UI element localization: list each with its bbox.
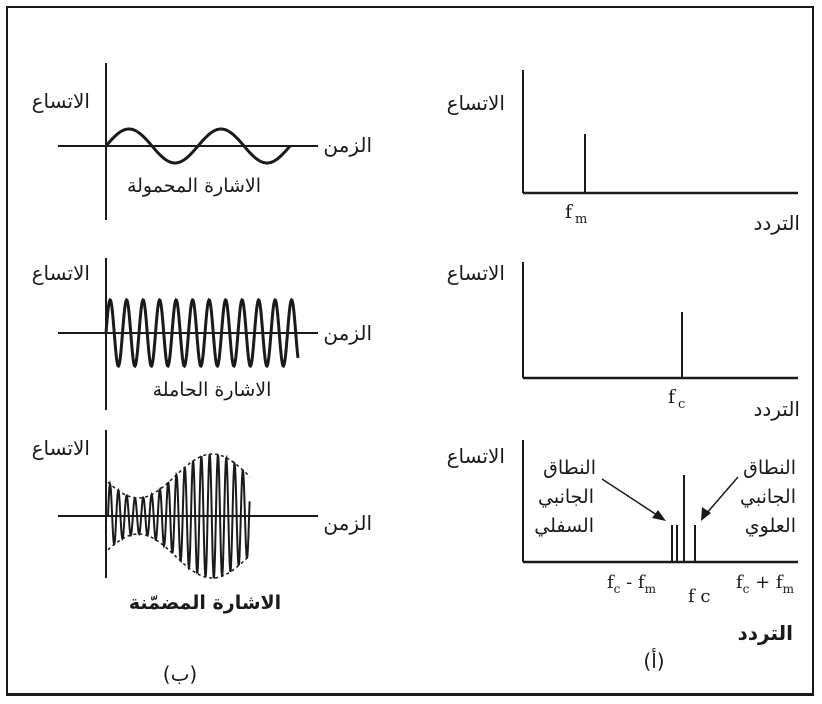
frequency-label: التردد: [753, 211, 800, 235]
amplitude-label: الاتساع: [447, 261, 505, 285]
modulating-signal-caption: الاشارة المحمولة: [127, 175, 261, 197]
lower-envelope: [107, 533, 251, 579]
panel-label-b: (ب): [163, 662, 197, 686]
lower-sideband-label-1: النطاق: [543, 457, 596, 479]
fc-minus-fm-label: fc - fm: [607, 572, 657, 596]
lower-sideband-label-2: الجانبي: [538, 486, 594, 508]
time-label: الزمن: [323, 133, 372, 157]
frequency-label: التردد: [753, 397, 800, 421]
frequency-label: التردد: [738, 621, 794, 645]
modulated-signal-caption: الاشارة المضمّنة: [129, 592, 281, 614]
amplitude-label: الاتساع: [447, 444, 505, 468]
upper-sideband-label-2: الجانبي: [740, 486, 796, 508]
figure-frame: [6, 6, 814, 696]
upper-sideband-label-1: النطاق: [743, 457, 796, 479]
amplitude-label: الاتساع: [32, 261, 90, 285]
fc-center-label: f c: [688, 586, 710, 607]
modulated-waveform: [107, 453, 251, 580]
time-carrier-panel: الاتساع الزمن الاشارة الحاملة: [32, 258, 372, 410]
time-modulated-panel: الاتساع الزمن الاشارة المضمّنة: [32, 430, 372, 614]
lower-sideband-label-3: السفلي: [534, 515, 594, 537]
upper-sideband-label-3: العلوي: [745, 515, 796, 537]
panel-label-a: (أ): [643, 648, 664, 673]
upper-envelope: [107, 453, 251, 499]
time-label: الزمن: [323, 321, 372, 345]
amplitude-label: الاتساع: [32, 436, 90, 460]
amplitude-label: الاتساع: [32, 89, 90, 113]
upper-sideband-arrow: [701, 476, 739, 521]
amplitude-label: الاتساع: [447, 91, 505, 115]
time-modulating-panel: الاتساع الزمن الاشارة المحمولة: [32, 63, 372, 220]
fc-plus-fm-label: fc + fm: [736, 572, 795, 596]
lower-sideband-arrow: [601, 478, 666, 521]
carrier-waveform: [104, 297, 300, 369]
spectrum-modulated-panel: الاتساع النطاق الجانبي السفلي النطاق الج…: [447, 440, 798, 645]
carrier-signal-caption: الاشارة الحاملة: [153, 379, 272, 401]
time-label: الزمن: [323, 511, 372, 535]
message-waveform: [104, 127, 292, 165]
